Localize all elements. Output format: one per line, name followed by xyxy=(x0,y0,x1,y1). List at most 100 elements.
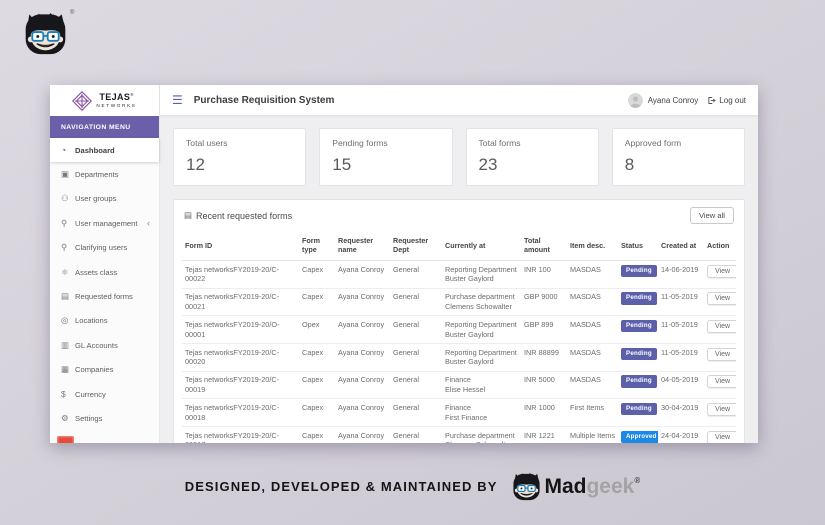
app-window: TEJAS® NETWORKS NAVIGATION MENU ◔ Dashbo… xyxy=(50,85,758,443)
user-management-icon: ⚲ xyxy=(61,217,68,228)
view-button[interactable]: View xyxy=(707,292,736,306)
sidebar-item-user-management[interactable]: ⚲ User management ‹ xyxy=(50,211,159,235)
cell-created-at: 11-05-2019 xyxy=(658,343,704,372)
footer-brand: Mad geek ® xyxy=(544,475,641,498)
forms-table: Form ID Form type Requester name Request… xyxy=(182,230,736,443)
cell-requester-name: Ayana Conroy xyxy=(335,371,390,400)
status-badge: Pending xyxy=(621,264,657,277)
cell-form-type: Capex xyxy=(299,260,335,289)
col-action: Action xyxy=(704,230,736,261)
view-button[interactable]: View xyxy=(707,347,736,361)
cell-action: View xyxy=(704,288,736,317)
sidebar-item-clarifying-users[interactable]: ⚲ Clarifying users xyxy=(50,236,159,260)
departments-icon: ▣ xyxy=(61,169,70,180)
stats-row: Total users 12 Pending forms 15 Total fo… xyxy=(173,128,745,186)
dashboard-icon: ◔ xyxy=(61,145,67,156)
sidebar-item-assets-class[interactable]: ⚛ Assets class xyxy=(50,260,159,284)
navigation-menu-title: NAVIGATION MENU xyxy=(50,116,159,138)
status-badge: Pending xyxy=(621,375,657,388)
stat-label: Total forms xyxy=(478,138,521,148)
tejas-diamond-icon xyxy=(72,90,93,111)
table-row: Tejas networksFY2019-20/C-00022 Capex Ay… xyxy=(182,260,736,289)
madgeek-mascot-icon xyxy=(513,472,541,501)
stat-card-total-forms: Total forms 23 xyxy=(465,128,599,186)
sidebar: TEJAS® NETWORKS NAVIGATION MENU ◔ Dashbo… xyxy=(50,85,160,443)
table-row: Tejas networksFY2019-20/C-00018 Capex Ay… xyxy=(182,398,736,428)
cell-action: View xyxy=(704,343,736,372)
cell-requester-dept: General xyxy=(390,260,442,289)
logout-icon xyxy=(708,96,716,104)
col-form-id: Form ID xyxy=(182,230,299,261)
sidebar-item-companies[interactable]: ▦ Companies xyxy=(50,358,159,382)
cell-total-amount: INR 5000 xyxy=(521,371,567,400)
cell-form-id: Tejas networksFY2019-20/O-00001 xyxy=(182,315,299,345)
table-row: Tejas networksFY2019-20/O-00001 Opex Aya… xyxy=(182,315,736,345)
sidebar-item-label: Locations xyxy=(75,316,108,326)
col-currently-at: Currently at xyxy=(442,230,521,261)
cell-requester-dept: General xyxy=(390,343,442,372)
cell-currently-at: Reporting Department Buster Gaylord xyxy=(442,315,521,345)
cell-action: View xyxy=(704,398,736,428)
settings-icon: ⚙ xyxy=(61,412,69,423)
logout-button[interactable]: Log out xyxy=(707,96,746,105)
view-button[interactable]: View xyxy=(707,264,736,278)
sidebar-item-gl-accounts[interactable]: ▥ GL Accounts xyxy=(50,333,159,357)
sidebar-item-dashboard[interactable]: ◔ Dashboard xyxy=(50,138,159,163)
cell-action: View xyxy=(704,426,736,443)
status-badge: Pending xyxy=(621,347,657,360)
sidebar-item-currency[interactable]: $ Currency xyxy=(50,382,159,406)
cell-created-at: 14-06-2019 xyxy=(658,260,704,289)
cell-form-id: Tejas networksFY2019-20/C-00019 xyxy=(182,371,299,400)
companies-icon: ▦ xyxy=(61,364,70,375)
cell-requester-dept: General xyxy=(390,426,442,443)
sidebar-red-button[interactable] xyxy=(57,436,74,443)
col-created-at: Created at xyxy=(658,230,704,261)
table-row: Tejas networksFY2019-20/C-00020 Capex Ay… xyxy=(182,343,736,372)
sidebar-item-label: User groups xyxy=(75,194,117,204)
hamburger-menu-icon[interactable]: ☰ xyxy=(172,93,183,107)
cell-form-type: Capex xyxy=(299,288,335,317)
sidebar-item-label: Dashboard xyxy=(75,145,115,155)
sidebar-menu: ◔ Dashboard ▣ Departments ⚇ User groups … xyxy=(50,138,159,431)
sidebar-item-label: GL Accounts xyxy=(75,340,118,350)
sidebar-item-locations[interactable]: ◎ Locations xyxy=(50,309,159,333)
stat-label: Pending forms xyxy=(332,138,388,148)
stat-label: Total users xyxy=(186,138,228,148)
stat-value: 12 xyxy=(186,155,205,174)
panel-title: Recent requested forms xyxy=(196,210,293,221)
sidebar-item-user-groups[interactable]: ⚇ User groups xyxy=(50,187,159,211)
cell-form-id: Tejas networksFY2019-20/C-00021 xyxy=(182,288,299,317)
view-button[interactable]: View xyxy=(707,402,736,416)
sidebar-item-requested-forms[interactable]: ▤ Requested forms xyxy=(50,284,159,308)
cell-item-desc: MASDAS xyxy=(567,288,618,317)
status-badge: Pending xyxy=(621,292,657,305)
top-bar: ☰ Purchase Requisition System Ayana Conr… xyxy=(160,85,758,115)
view-button[interactable]: View xyxy=(707,375,736,389)
stat-value: 8 xyxy=(624,155,635,174)
view-all-button[interactable]: View all xyxy=(689,207,734,224)
sidebar-item-label: Companies xyxy=(75,365,114,375)
table-row: Tejas networksFY2019-20/C-00017 Capex Ay… xyxy=(182,426,736,443)
sidebar-item-settings[interactable]: ⚙ Settings xyxy=(50,406,159,430)
cell-item-desc: MASDAS xyxy=(567,371,618,400)
cell-action: View xyxy=(704,371,736,400)
clarifying-users-icon: ⚲ xyxy=(61,242,68,253)
document-icon: ▤ xyxy=(184,210,193,220)
sidebar-item-label: Assets class xyxy=(75,267,118,277)
cell-currently-at: Reporting Department Buster Gaylord xyxy=(442,260,521,289)
user-menu[interactable]: Ayana Conroy xyxy=(627,92,698,108)
cell-total-amount: INR 1000 xyxy=(521,398,567,428)
col-total-amount: Total amount xyxy=(521,230,567,261)
cell-status: Approved xyxy=(618,426,658,443)
sidebar-item-departments[interactable]: ▣ Departments xyxy=(50,162,159,186)
table-row: Tejas networksFY2019-20/C-00021 Capex Ay… xyxy=(182,288,736,317)
avatar xyxy=(627,92,643,108)
view-button[interactable]: View xyxy=(707,319,736,333)
sidebar-item-label: Settings xyxy=(75,413,103,423)
sidebar-item-label: Requested forms xyxy=(75,292,133,302)
cell-form-type: Opex xyxy=(299,315,335,345)
cell-form-type: Capex xyxy=(299,371,335,400)
requested-forms-icon: ▤ xyxy=(61,291,70,302)
view-button[interactable]: View xyxy=(707,430,736,443)
registered-mark: ® xyxy=(70,10,75,16)
